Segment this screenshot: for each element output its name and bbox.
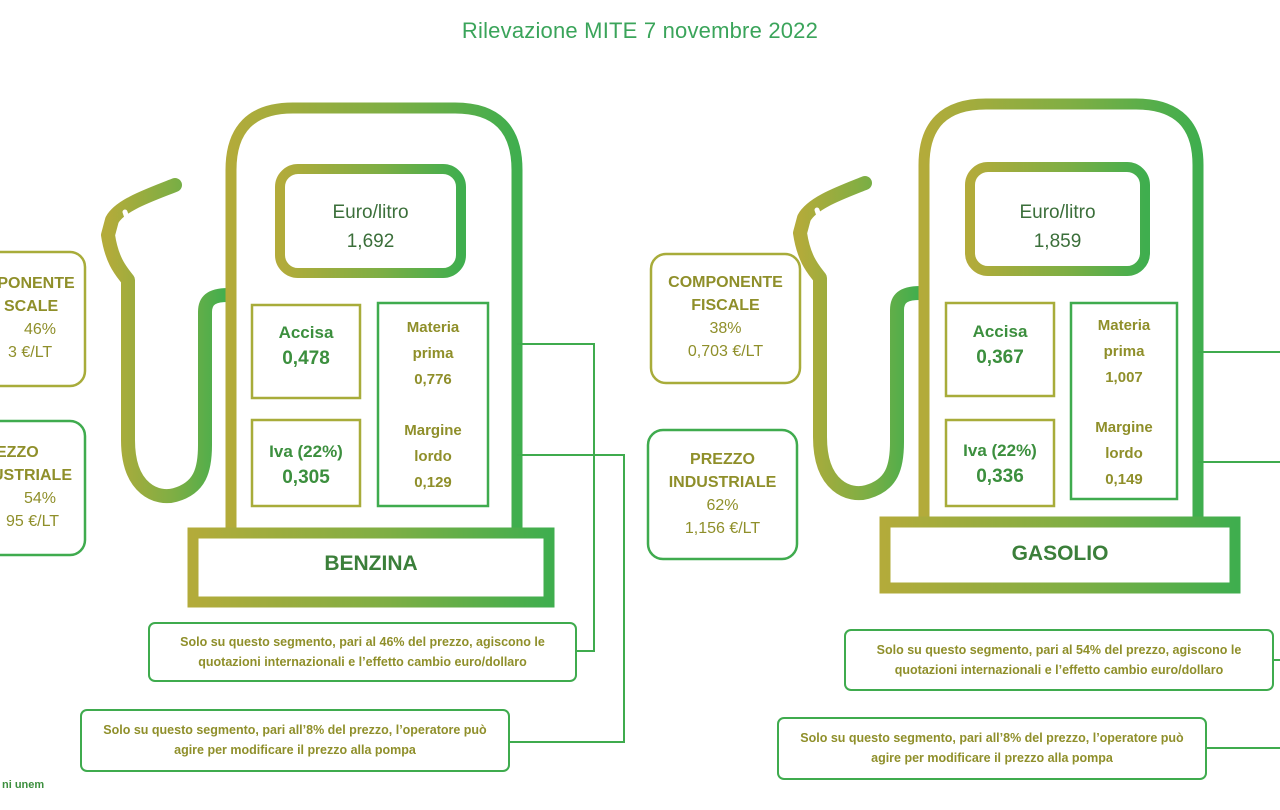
gasolio-materia: Materia prima 1,007 xyxy=(1071,313,1177,391)
benzina-note-1-box xyxy=(148,622,577,682)
gasolio-accisa-value: 0,367 xyxy=(976,347,1024,368)
benzina-base xyxy=(187,527,555,608)
benzina-iva-box xyxy=(250,418,362,508)
benzina-iva: Iva (22%) 0,305 xyxy=(252,442,360,489)
gasolio-industriale-line-3: 62% xyxy=(706,497,739,514)
benzina-industriale-side-box xyxy=(0,419,87,557)
gasolio-materia-value: 1,007 xyxy=(1105,369,1143,386)
gasolio-fiscale-line-1: COMPONENTE xyxy=(668,274,783,291)
gasolio-note-2-line-1: Solo su questo segmento, pari all’8% del… xyxy=(800,731,1184,745)
gasolio-accisa-label: Accisa xyxy=(972,322,1028,341)
page-title: Rilevazione MITE 7 novembre 2022 xyxy=(461,18,819,43)
benzina-accisa: Accisa 0,478 xyxy=(252,323,360,370)
gasolio-pump-body xyxy=(918,98,1204,520)
benzina-iva-value: 0,305 xyxy=(282,467,330,488)
benzina-margine-value: 0,129 xyxy=(414,474,452,491)
source-credit: ni unem xyxy=(2,779,45,791)
benzina-label: BENZINA xyxy=(324,552,418,575)
gasolio-industriale-line-2: INDUSTRIALE xyxy=(668,474,777,491)
gasolio-note-2: Solo su questo segmento, pari all’8% del… xyxy=(778,728,1206,768)
benzina-margine-label-1: Margine xyxy=(404,422,462,439)
benzina-price-label: Euro/litro xyxy=(332,202,409,223)
benzina-fiscale-line-3: 46% xyxy=(24,321,57,338)
gasolio-industriale-box xyxy=(1069,301,1179,501)
gasolio-fiscale: COMPONENTE FISCALE 38% 0,703 €/LT xyxy=(651,271,800,363)
gasolio-fiscale-line-3: 38% xyxy=(709,320,742,337)
gasolio-fiscale-line-4: 0,703 €/LT xyxy=(687,343,764,360)
benzina-fiscale: MPONENTE SCALE 46% 3 €/LT xyxy=(0,272,84,364)
benzina-connector-1 xyxy=(517,343,595,652)
gasolio-margine-label-2: lordo xyxy=(1105,445,1143,462)
gasolio-price: Euro/litro 1,859 xyxy=(970,198,1145,256)
benzina-materia-label-2: prima xyxy=(412,345,454,362)
gasolio-accisa-box xyxy=(944,301,1056,398)
gasolio-price-value: 1,859 xyxy=(1033,231,1082,252)
benzina-price: Euro/litro 1,692 xyxy=(280,198,461,256)
benzina-margine-label-2: lordo xyxy=(414,448,452,465)
gasolio-price-box xyxy=(965,162,1150,276)
gasolio-note-1-box xyxy=(844,629,1274,691)
gasolio-margine-value: 0,149 xyxy=(1105,471,1143,488)
benzina-note-1-line-1: Solo su questo segmento, pari al 46% del… xyxy=(180,635,545,649)
gasolio-industriale-line-1: PREZZO xyxy=(690,451,755,468)
benzina-industriale-side: EZZO USTRIALE 54% 95 €/LT xyxy=(0,441,86,533)
gasolio-accisa: Accisa 0,367 xyxy=(946,322,1054,369)
gasolio-industriale-line-4: 1,156 €/LT xyxy=(684,520,761,537)
gasolio-pump xyxy=(646,98,1280,780)
benzina-fiscale-box xyxy=(0,250,87,388)
benzina-nozzle-icon xyxy=(101,178,235,504)
gasolio-note-2-box xyxy=(777,717,1207,780)
gasolio-iva-value: 0,336 xyxy=(976,466,1024,487)
gasolio-price-label: Euro/litro xyxy=(1019,202,1096,223)
gasolio-note-2-line-2: agire per modificare il prezzo alla pomp… xyxy=(871,751,1113,765)
benzina-note-1-line-2: quotazioni internazionali e l’effetto ca… xyxy=(198,655,527,669)
benzina-industriale-line-2: USTRIALE xyxy=(0,467,72,484)
benzina-pump xyxy=(0,102,625,772)
gasolio-base xyxy=(879,516,1241,594)
gasolio-iva: Iva (22%) 0,336 xyxy=(946,441,1054,488)
benzina-pump-body xyxy=(225,102,523,530)
benzina-materia-label-1: Materia xyxy=(406,319,460,336)
gasolio-materia-label-2: prima xyxy=(1103,343,1145,360)
benzina-fiscale-line-1: MPONENTE xyxy=(0,275,75,292)
gasolio-margine-label-1: Margine xyxy=(1095,419,1153,436)
benzina-note-2: Solo su questo segmento, pari all’8% del… xyxy=(81,720,509,760)
benzina-accisa-box xyxy=(250,303,362,400)
benzina-margine: Margine lordo 0,129 xyxy=(378,418,488,496)
benzina-fiscale-line-2: SCALE xyxy=(4,298,59,315)
benzina-industriale-line-4: 95 €/LT xyxy=(6,513,60,530)
benzina-fiscale-line-4: 3 €/LT xyxy=(8,344,53,361)
benzina-industriale-line-1: EZZO xyxy=(0,444,39,461)
gasolio-note-1: Solo su questo segmento, pari al 54% del… xyxy=(845,640,1273,680)
gasolio-note-1-line-1: Solo su questo segmento, pari al 54% del… xyxy=(876,643,1242,657)
gasolio-fiscale-box xyxy=(649,252,802,385)
benzina-accisa-value: 0,478 xyxy=(282,348,330,369)
gasolio-margine: Margine lordo 0,149 xyxy=(1071,415,1177,493)
benzina-note-1: Solo su questo segmento, pari al 46% del… xyxy=(149,632,576,672)
gasolio-fiscale-line-2: FISCALE xyxy=(691,297,760,314)
gasolio-industriale-side: PREZZO INDUSTRIALE 62% 1,156 €/LT xyxy=(648,448,797,540)
gasolio-materia-label-1: Materia xyxy=(1097,317,1151,334)
benzina-iva-label: Iva (22%) xyxy=(269,442,343,461)
benzina-materia: Materia prima 0,776 xyxy=(378,315,488,393)
benzina-industriale-line-3: 54% xyxy=(24,490,57,507)
gasolio-iva-label: Iva (22%) xyxy=(963,441,1037,460)
gasolio-iva-box xyxy=(944,418,1056,508)
benzina-note-2-box xyxy=(80,709,510,772)
benzina-note-2-line-1: Solo su questo segmento, pari all’8% del… xyxy=(103,723,487,737)
gasolio-industriale-side-box xyxy=(646,428,799,561)
benzina-connector-2 xyxy=(509,454,625,743)
gasolio-nozzle-icon xyxy=(793,176,927,501)
benzina-industriale-box xyxy=(376,301,490,508)
benzina-accisa-label: Accisa xyxy=(278,323,334,342)
gasolio-note-1-line-2: quotazioni internazionali e l’effetto ca… xyxy=(894,663,1224,677)
benzina-price-box xyxy=(275,164,466,278)
benzina-materia-value: 0,776 xyxy=(414,371,452,388)
benzina-price-value: 1,692 xyxy=(346,231,395,252)
gasolio-label: GASOLIO xyxy=(1011,542,1109,565)
benzina-note-2-line-2: agire per modificare il prezzo alla pomp… xyxy=(174,743,416,757)
